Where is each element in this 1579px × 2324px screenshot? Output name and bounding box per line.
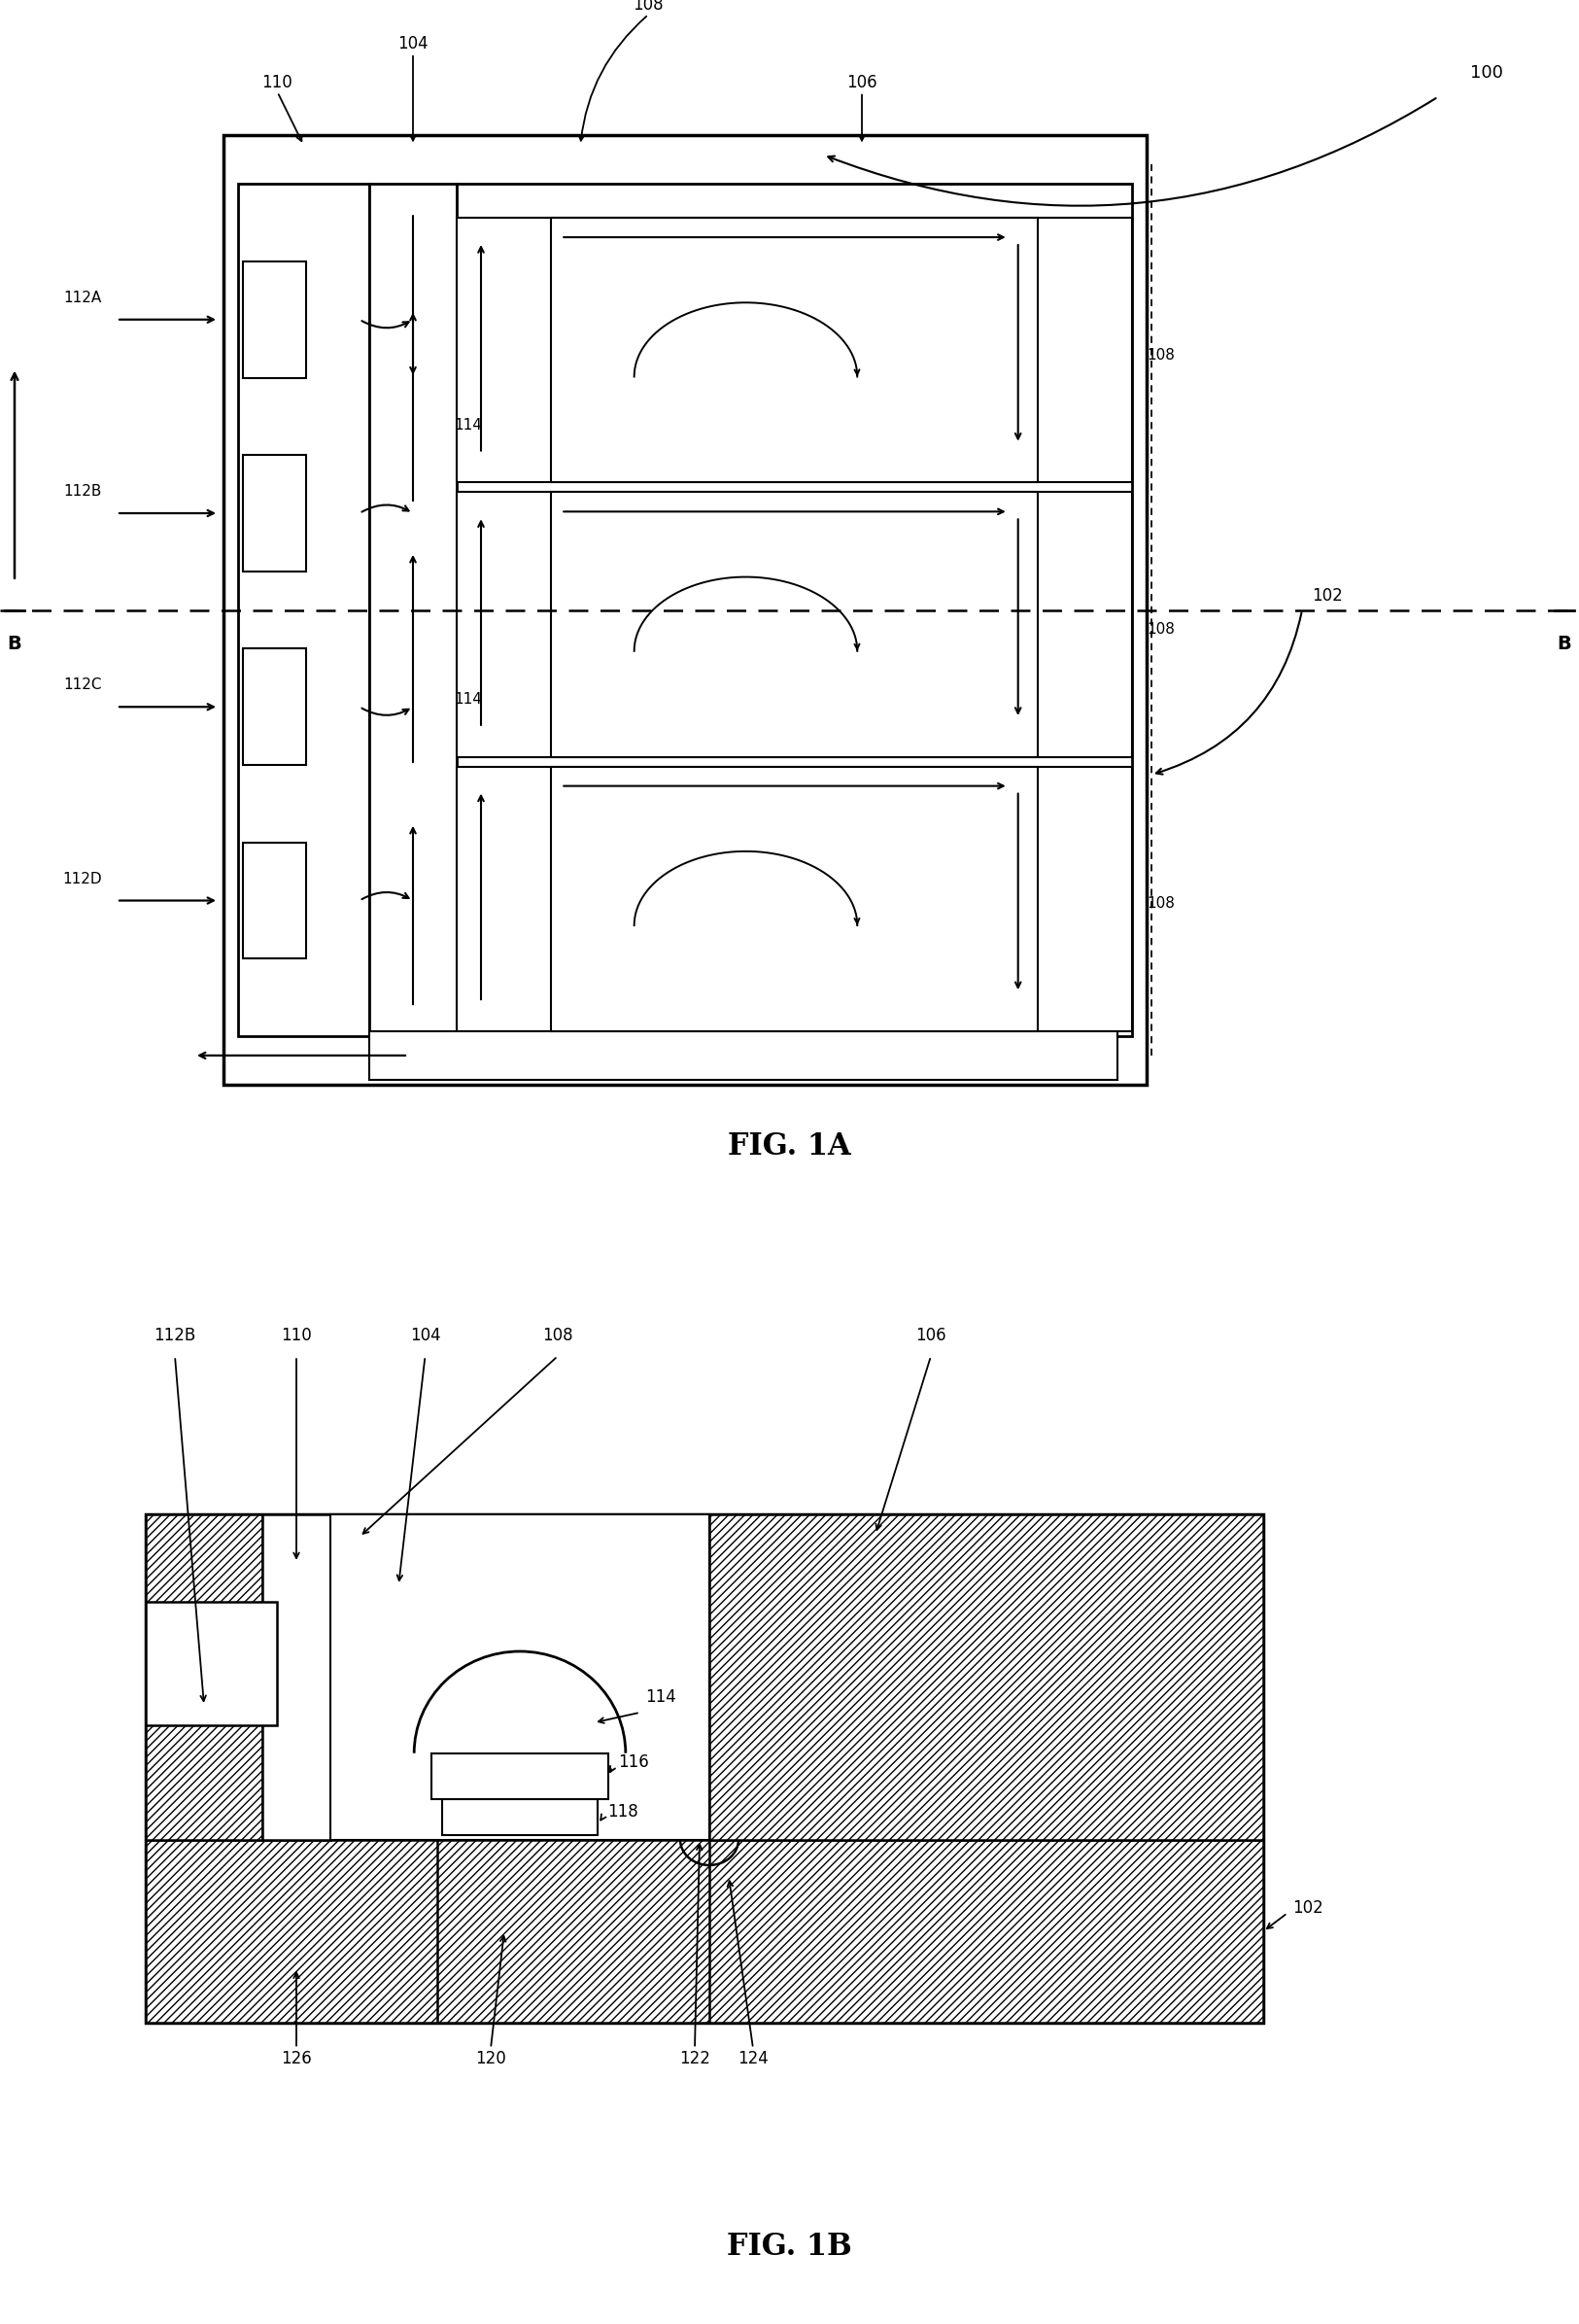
Text: 108: 108 [1146, 897, 1175, 911]
Text: 118: 118 [608, 1803, 638, 1820]
Bar [238, 184, 369, 1037]
Bar [456, 767, 1132, 1032]
Bar [456, 218, 1132, 483]
Bar [243, 456, 306, 572]
Text: 116: 116 [780, 892, 808, 906]
Text: 100: 100 [1470, 63, 1503, 81]
Bar [243, 263, 306, 376]
Bar [243, 844, 306, 957]
Text: 112D: 112D [63, 872, 103, 885]
Text: 108: 108 [1146, 623, 1175, 637]
Bar [243, 648, 306, 765]
Text: 102: 102 [1292, 1899, 1323, 1917]
Bar [224, 135, 1146, 1085]
Text: FIG. 1A: FIG. 1A [728, 1132, 851, 1162]
Text: 126: 126 [281, 2050, 311, 2068]
Text: 112C: 112C [63, 679, 103, 693]
Text: 108: 108 [1146, 349, 1175, 363]
Text: 114: 114 [644, 1690, 676, 1706]
Text: 116: 116 [780, 618, 808, 632]
Bar [456, 184, 1132, 1037]
Bar [369, 184, 456, 1037]
Bar [145, 1513, 262, 1841]
Text: 102: 102 [1312, 586, 1342, 604]
Text: B: B [8, 634, 22, 653]
Text: 106: 106 [846, 74, 878, 91]
Text: 110: 110 [262, 74, 292, 91]
Bar [437, 1841, 709, 2022]
Text: 104: 104 [398, 35, 428, 53]
Text: 108: 108 [543, 1327, 573, 1346]
Bar [145, 1601, 276, 1727]
Text: 122: 122 [679, 2050, 711, 2068]
Bar [431, 1752, 608, 1799]
Bar [551, 767, 1037, 1032]
Text: 110: 110 [281, 1327, 311, 1346]
Bar [442, 1799, 598, 1834]
Text: 104: 104 [411, 1327, 441, 1346]
Bar [145, 1513, 1263, 2022]
Text: FIG. 1B: FIG. 1B [726, 2231, 853, 2261]
Text: 124: 124 [737, 2050, 769, 2068]
Text: 120: 120 [475, 2050, 507, 2068]
Bar [456, 493, 1132, 758]
Bar [262, 1513, 330, 1841]
Text: 112B: 112B [63, 483, 103, 500]
Bar [369, 1032, 1118, 1081]
Text: 108: 108 [633, 0, 663, 14]
Bar [709, 1513, 1263, 1841]
Bar [330, 1513, 709, 1841]
Text: 106: 106 [916, 1327, 946, 1346]
Text: 114: 114 [455, 693, 483, 706]
Bar [551, 493, 1037, 758]
Text: 116: 116 [617, 1752, 649, 1771]
Text: 114: 114 [455, 418, 483, 432]
Text: 116: 116 [780, 344, 808, 358]
Text: 112A: 112A [63, 290, 103, 304]
Text: 114: 114 [556, 995, 584, 1011]
Text: B: B [1557, 634, 1571, 653]
Bar [145, 1841, 1263, 2022]
Text: 112B: 112B [153, 1327, 196, 1346]
Bar [551, 218, 1037, 483]
